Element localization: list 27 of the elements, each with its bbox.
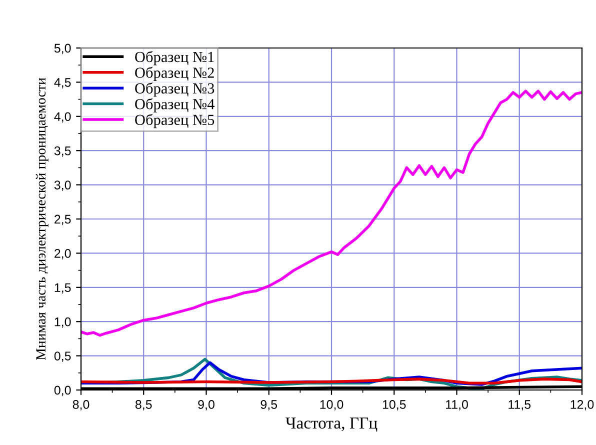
y-tick-label: 3,5 <box>54 146 71 157</box>
legend-label: Образец №5 <box>135 114 214 128</box>
y-tick-label: 0,5 <box>54 352 71 362</box>
x-tick-label: 11,5 <box>508 400 531 410</box>
legend-label: Образец №1 <box>135 51 214 66</box>
y-tick-label: 4,5 <box>54 78 71 88</box>
x-tick-label: 10,0 <box>320 400 344 410</box>
y-tick-label: 4,0 <box>54 112 71 123</box>
legend-label: Образец №3 <box>135 82 214 97</box>
x-tick-label: 9,5 <box>260 400 278 410</box>
x-axis-title: Частота, ГГц <box>286 418 378 432</box>
y-tick-label: 2,5 <box>54 214 71 226</box>
y-tick-label: 5,0 <box>54 44 71 54</box>
y-tick-label: 1,0 <box>54 317 71 328</box>
x-tick-label: 8,0 <box>72 400 90 410</box>
legend-label: Образец №2 <box>135 66 214 81</box>
legend-label: Образец №4 <box>135 98 214 112</box>
y-tick-label: 3,0 <box>54 180 71 191</box>
y-tick-label: 1,5 <box>54 283 71 294</box>
x-tick-label: 12,0 <box>570 400 594 410</box>
x-tick-label: 9,0 <box>198 400 214 410</box>
y-tick-label: 0,0 <box>54 386 71 396</box>
y-axis-title: Мнимая часть диэлектрической проницаемости <box>36 78 48 360</box>
y-tick-label: 2,0 <box>54 249 71 260</box>
x-tick-label: 10,5 <box>382 400 406 410</box>
x-tick-label: 11,0 <box>446 400 468 410</box>
x-tick-label: 8,5 <box>135 400 152 410</box>
